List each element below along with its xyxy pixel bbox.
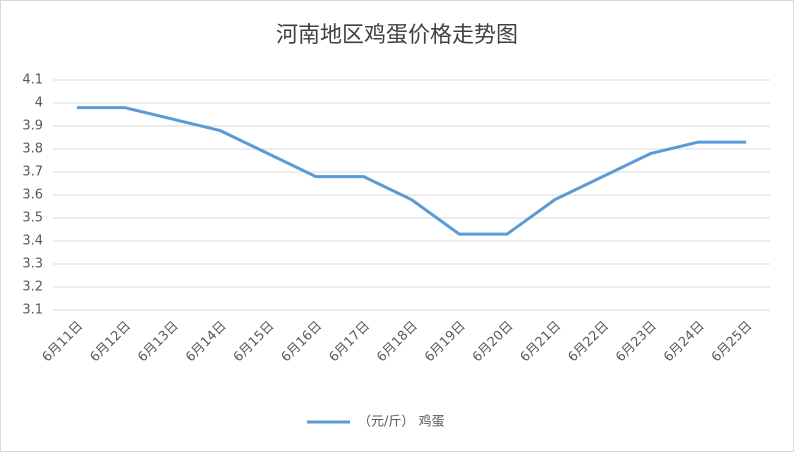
y-tick-label: 4 — [35, 96, 43, 111]
y-tick-label: 3.4 — [22, 234, 43, 249]
y-tick-label: 3.5 — [22, 211, 43, 226]
data-line — [76, 106, 747, 236]
chart-title: 河南地区鸡蛋价格走势图 — [276, 23, 518, 48]
legend-label: （元/斤） 鸡蛋 — [358, 414, 445, 430]
y-tick-label: 3.3 — [22, 257, 43, 272]
y-tick-label: 3.7 — [22, 165, 43, 180]
y-tick-label: 3.6 — [22, 188, 43, 203]
y-tick-label: 3.2 — [22, 280, 43, 295]
y-tick-label: 3.9 — [22, 119, 43, 134]
y-tick-label: 3.8 — [22, 142, 43, 157]
y-tick-label: 3.1 — [22, 303, 43, 318]
y-tick-label: 4.1 — [22, 73, 43, 88]
